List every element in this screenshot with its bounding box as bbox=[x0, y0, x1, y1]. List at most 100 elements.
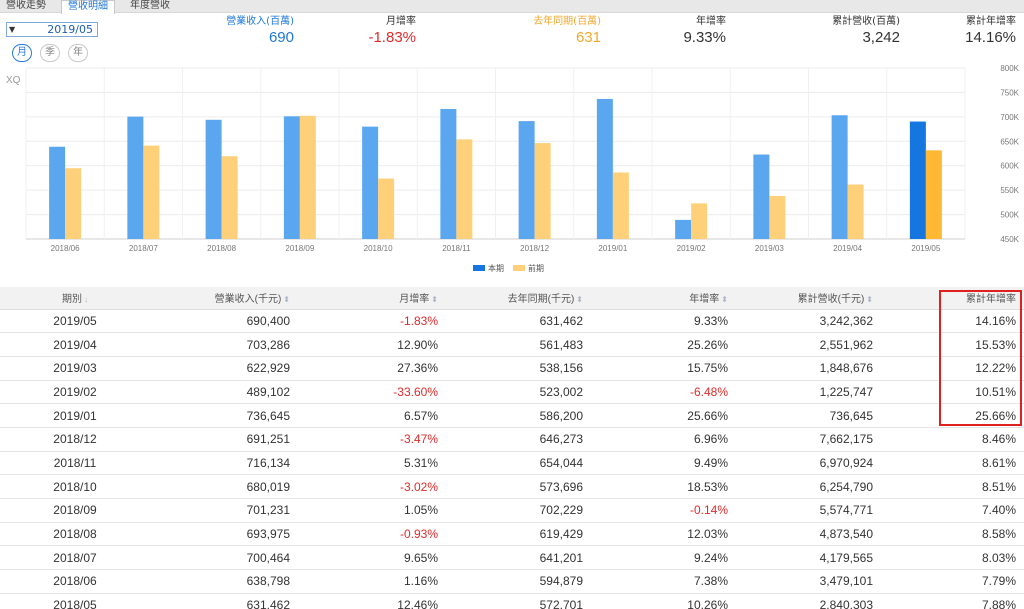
sort-icon[interactable]: ⬍ bbox=[576, 295, 583, 305]
table-cell: 2018/09 bbox=[0, 498, 150, 523]
column-header[interactable]: 月增率 ⬍ bbox=[298, 287, 446, 310]
bar-current bbox=[440, 108, 457, 239]
bar-current bbox=[283, 116, 300, 239]
table-cell: -1.83% bbox=[298, 309, 446, 334]
table-cell: 638,798 bbox=[150, 569, 298, 594]
bar-current bbox=[909, 121, 926, 239]
sort-icon[interactable]: ⬍ bbox=[283, 295, 290, 305]
table-row: 2019/03 622,929 27.36% 538,156 15.75% 1,848,6… bbox=[0, 356, 1024, 381]
table-cell: 14.16% bbox=[881, 309, 1024, 334]
table-cell: 3,479,101 bbox=[736, 569, 881, 594]
y-tick-label: 700K bbox=[1000, 113, 1019, 122]
bar-prior bbox=[299, 115, 316, 239]
table-cell: 736,645 bbox=[150, 403, 298, 428]
summary-revenue-value: 690 bbox=[268, 29, 294, 46]
table-cell: 4,179,565 bbox=[736, 545, 881, 571]
table-cell: -3.02% bbox=[298, 474, 446, 499]
tab-revenue-detail[interactable]: 營收明細 bbox=[61, 0, 115, 14]
bar-current bbox=[831, 115, 848, 239]
tab-annual-revenue[interactable]: 年度營收 bbox=[130, 0, 170, 11]
revenue-table: 期別 ↓ 營業收入(千元) ⬍ 月增率 ⬍ 去年同期(千元) ⬍ 年增率 ⬍ 累計營收(千元) ⬍ 累計… bbox=[0, 287, 1024, 609]
bar-current bbox=[127, 116, 144, 239]
table-cell: 680,019 bbox=[150, 474, 298, 499]
table-cell: 6,254,790 bbox=[736, 474, 881, 499]
table-row: 2019/01 736,645 6.57% 586,200 25.66% 736,645 2… bbox=[0, 403, 1024, 428]
table-cell: 12.90% bbox=[298, 332, 446, 357]
table-row: 2018/11 716,134 5.31% 654,044 9.49% 6,970,924… bbox=[0, 451, 1024, 476]
table-cell: 7.40% bbox=[881, 498, 1024, 523]
table-cell: 2019/05 bbox=[0, 309, 150, 334]
period-year-button[interactable]: 年 bbox=[68, 44, 88, 62]
column-header[interactable]: 累計年增率 bbox=[881, 287, 1024, 310]
table-cell: 693,975 bbox=[150, 522, 298, 547]
period-quarter-button[interactable]: 季 bbox=[40, 44, 60, 62]
period-month-button[interactable]: 月 bbox=[12, 44, 32, 62]
column-header-label: 去年同期(千元) bbox=[507, 294, 575, 306]
tab-revenue-trend[interactable]: 營收走勢 bbox=[6, 0, 46, 11]
table-cell: 561,483 bbox=[446, 332, 591, 357]
table-cell: 7.79% bbox=[881, 569, 1024, 594]
table-header-row: 期別 ↓ 營業收入(千元) ⬍ 月增率 ⬍ 去年同期(千元) ⬍ 年增率 ⬍ 累計營收(千元) ⬍ 累計… bbox=[0, 287, 1024, 310]
table-cell: 4,873,540 bbox=[736, 522, 881, 547]
table-cell: 1,225,747 bbox=[736, 380, 881, 405]
table-row: 2019/05 690,400 -1.83% 631,462 9.33% 3,242,36… bbox=[0, 309, 1024, 334]
table-cell: 622,929 bbox=[150, 356, 298, 381]
column-header[interactable]: 期別 ↓ bbox=[0, 287, 150, 310]
table-cell: 7.38% bbox=[591, 569, 736, 594]
y-tick-label: 450K bbox=[1000, 235, 1019, 244]
table-cell: 2018/05 bbox=[0, 593, 150, 609]
column-header-label: 年增率 bbox=[689, 294, 720, 306]
table-cell: -0.93% bbox=[298, 522, 446, 547]
table-cell: 2018/07 bbox=[0, 545, 150, 571]
summary-cumulative-label: 累計營收(百萬) bbox=[832, 16, 900, 27]
bar-prior bbox=[143, 145, 160, 239]
bar-current bbox=[205, 119, 222, 239]
x-tick-label: 2018/11 bbox=[442, 244, 471, 253]
table-cell: 5.31% bbox=[298, 451, 446, 476]
table-cell: 10.51% bbox=[881, 380, 1024, 405]
sort-icon[interactable]: ↓ bbox=[84, 295, 88, 305]
summary-cumulative-yoy-value: 14.16% bbox=[965, 29, 1016, 46]
table-cell: 523,002 bbox=[446, 380, 591, 405]
bar-prior bbox=[456, 139, 473, 239]
summary-prior-year: 去年同期(百萬) 631 bbox=[510, 16, 601, 48]
bar-prior bbox=[691, 203, 708, 239]
bar-current bbox=[596, 98, 613, 239]
bar-prior bbox=[221, 156, 238, 239]
table-cell: 646,273 bbox=[446, 427, 591, 452]
x-tick-label: 2019/04 bbox=[833, 244, 862, 253]
summary-cumulative-yoy: 累計年增率 14.16% bbox=[940, 16, 1016, 48]
table-cell: 736,645 bbox=[736, 403, 881, 428]
table-cell: 8.46% bbox=[881, 427, 1024, 452]
summary-prior-year-label: 去年同期(百萬) bbox=[533, 16, 601, 27]
legend-label-prior: 前期 bbox=[528, 263, 544, 273]
table-row: 2018/08 693,975 -0.93% 619,429 12.03% 4,873,5… bbox=[0, 522, 1024, 547]
sort-icon[interactable]: ⬍ bbox=[431, 295, 438, 305]
revenue-bar-chart: 800K 750K 700K 650K 600K 550K 500K 450K XQ 2018/0… bbox=[6, 64, 1020, 273]
table-cell: 2,551,962 bbox=[736, 332, 881, 357]
x-tick-label: 2018/10 bbox=[364, 244, 393, 253]
table-cell: 1,848,676 bbox=[736, 356, 881, 381]
column-header[interactable]: 年增率 ⬍ bbox=[591, 287, 736, 310]
summary-yoy: 年增率 9.33% bbox=[650, 16, 726, 48]
column-header[interactable]: 累計營收(千元) ⬍ bbox=[736, 287, 881, 310]
table-cell: 572,701 bbox=[446, 593, 591, 609]
column-header-label: 期別 bbox=[62, 294, 82, 306]
sort-icon[interactable]: ⬍ bbox=[866, 295, 873, 305]
dropdown-arrow-icon: ▼ bbox=[9, 25, 16, 34]
x-tick-label: 2018/12 bbox=[520, 244, 549, 253]
table-cell: 489,102 bbox=[150, 380, 298, 405]
column-header[interactable]: 去年同期(千元) ⬍ bbox=[446, 287, 591, 310]
date-select[interactable]: ▼ 2019/05 bbox=[6, 22, 98, 37]
chart-watermark: XQ bbox=[6, 75, 21, 86]
legend-swatch-current bbox=[473, 265, 485, 271]
bar-prior bbox=[534, 143, 551, 239]
table-cell: 2018/10 bbox=[0, 474, 150, 499]
tab-bar: 營收走勢 營收明細 年度營收 bbox=[0, 0, 1024, 14]
table-cell: 7,662,175 bbox=[736, 427, 881, 452]
sort-icon[interactable]: ⬍ bbox=[721, 295, 728, 305]
table-cell: 25.26% bbox=[591, 332, 736, 357]
column-header[interactable]: 營業收入(千元) ⬍ bbox=[150, 287, 298, 310]
x-tick-label: 2019/02 bbox=[677, 244, 706, 253]
table-cell: 703,286 bbox=[150, 332, 298, 357]
